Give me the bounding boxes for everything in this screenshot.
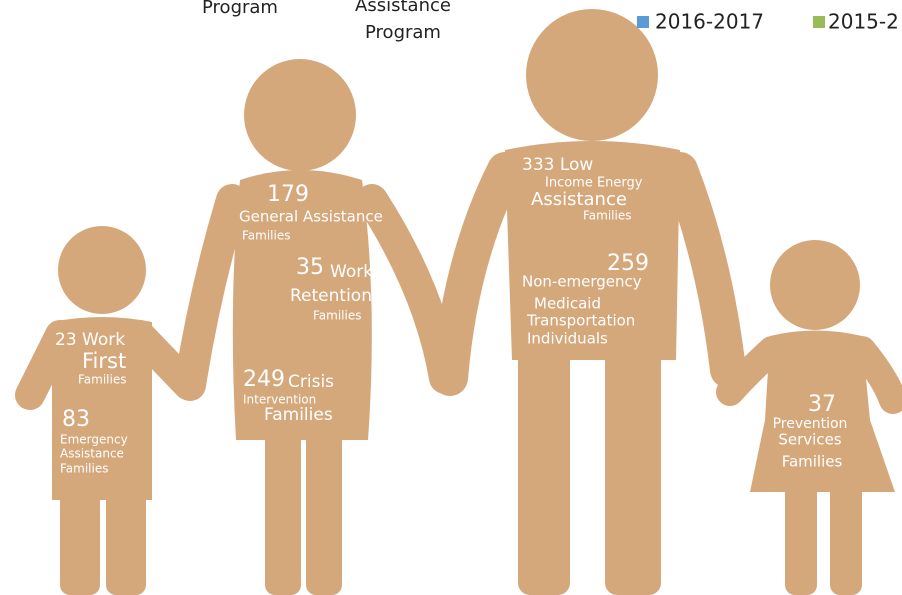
figures xyxy=(15,9,902,595)
label: 23 Work xyxy=(55,330,125,350)
label: Income Energy xyxy=(545,176,643,191)
man-arms xyxy=(432,152,746,396)
label: Families xyxy=(583,209,631,223)
label: Prevention xyxy=(773,416,848,432)
label: 249 xyxy=(243,367,285,392)
boy-torso xyxy=(52,317,152,500)
label: Medicaid xyxy=(534,295,601,313)
label: 333 Low xyxy=(522,155,593,175)
man-leg xyxy=(518,340,570,595)
label: 83 xyxy=(62,407,90,432)
label: Work xyxy=(330,262,373,282)
boy-leg xyxy=(106,480,146,595)
header-text: Program xyxy=(365,22,441,43)
label: Intervention xyxy=(243,393,316,407)
label: Retention xyxy=(290,286,372,306)
label: Families xyxy=(78,373,126,387)
girl-leg xyxy=(785,480,817,595)
legend-label: 2015-2 xyxy=(828,10,899,34)
label: Crisis xyxy=(288,372,334,392)
girl-leg xyxy=(830,480,862,595)
girl-arms xyxy=(716,336,902,414)
man-labels: 333 Low Income Energy Assistance Familie… xyxy=(522,155,649,348)
label: Families xyxy=(242,229,290,243)
boy-head xyxy=(58,226,146,314)
label: Services xyxy=(778,431,841,449)
label: General Assistance xyxy=(239,208,383,226)
label: Families xyxy=(264,405,333,425)
man-leg xyxy=(605,340,661,595)
woman-dress xyxy=(232,170,372,440)
label: Families xyxy=(60,462,108,476)
legend-marker xyxy=(637,16,649,28)
header-text: Program xyxy=(202,0,278,18)
label: 259 xyxy=(607,251,649,276)
girl-labels: 37 Prevention Services Families xyxy=(773,392,848,471)
girl-head xyxy=(770,240,860,330)
legend-label: 2016-2017 xyxy=(655,10,764,34)
woman-leg xyxy=(306,420,342,595)
label: Assistance xyxy=(60,447,124,461)
label: Assistance xyxy=(531,189,627,210)
label: 179 xyxy=(267,182,309,207)
boy-leg xyxy=(60,480,100,595)
label: First xyxy=(82,349,126,373)
label: 35 xyxy=(296,255,324,280)
woman-head xyxy=(244,59,356,171)
boy-labels: 23 Work First Families 83 Emergency Assi… xyxy=(55,330,128,476)
label: Emergency xyxy=(60,433,128,447)
label: Non-emergency xyxy=(522,273,642,291)
label: 37 xyxy=(808,392,836,417)
man-torso xyxy=(505,141,680,360)
label: Transportation xyxy=(526,312,635,330)
woman-labels: 179 General Assistance Families 35 Work … xyxy=(239,182,383,425)
legend-marker xyxy=(813,16,825,28)
label: Individuals xyxy=(527,330,608,348)
label: Families xyxy=(313,309,361,323)
header-text: Assistance xyxy=(355,0,451,16)
man-head xyxy=(526,9,658,141)
label: Families xyxy=(782,453,843,471)
woman-leg xyxy=(265,420,301,595)
girl-dress xyxy=(750,330,895,492)
